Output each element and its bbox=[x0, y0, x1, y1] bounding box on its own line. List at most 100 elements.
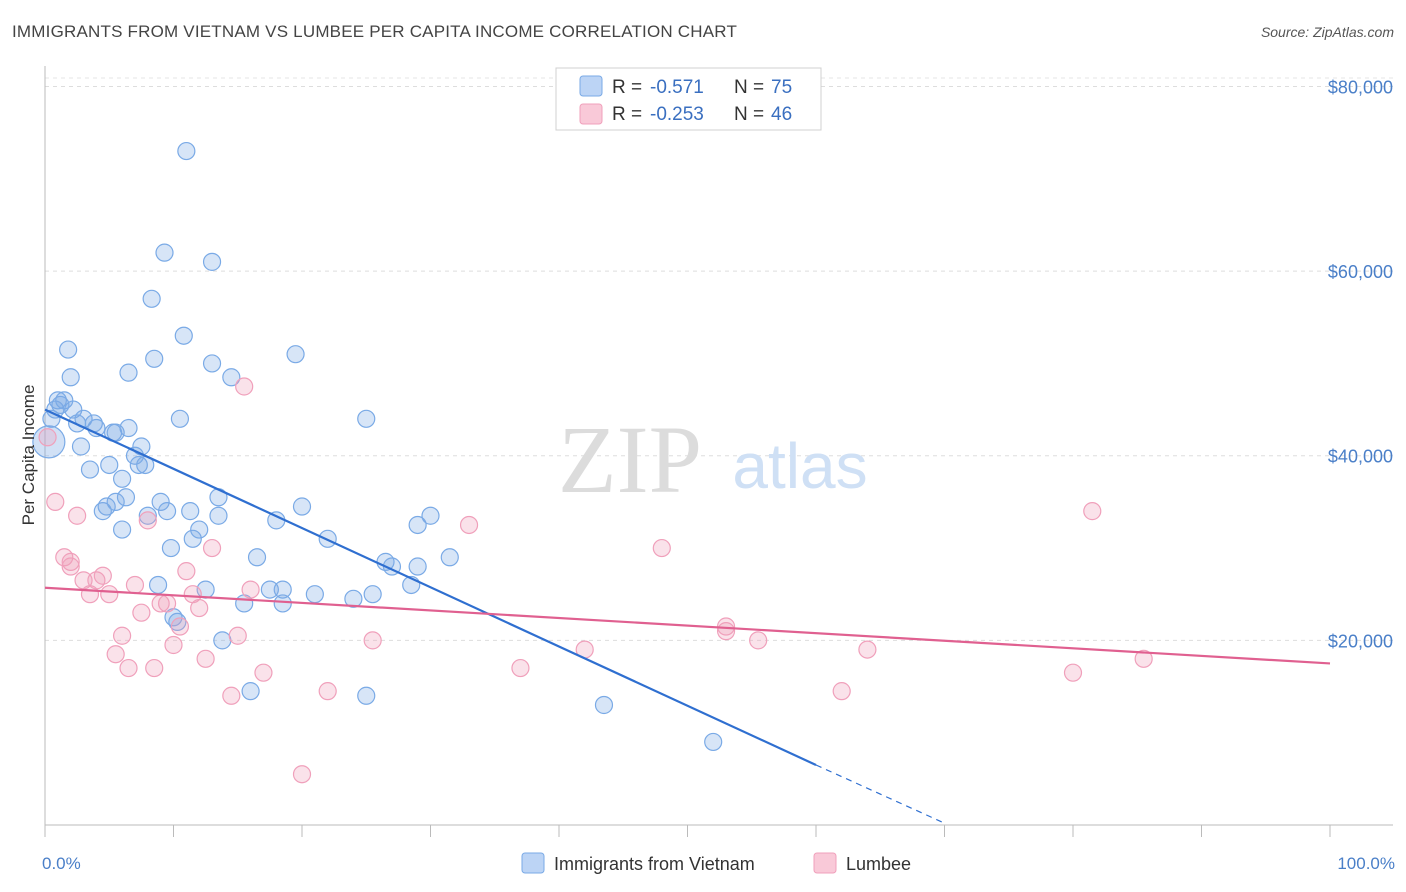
chart-title: IMMIGRANTS FROM VIETNAM VS LUMBEE PER CA… bbox=[12, 22, 738, 41]
legend-bottom-swatch-vietnam bbox=[521, 852, 545, 874]
point-lumbee-19 bbox=[157, 594, 177, 613]
point-vietnam-61 bbox=[292, 497, 312, 516]
point-lumbee-4 bbox=[61, 557, 80, 576]
point-lumbee-5 bbox=[68, 506, 87, 525]
y-tick-label-60000: $60,000 bbox=[1328, 262, 1393, 282]
series-legend: Immigrants from Vietnam Lumbee bbox=[521, 852, 911, 874]
y-tick-label-40000: $40,000 bbox=[1328, 447, 1393, 467]
point-vietnam-62 bbox=[305, 585, 324, 604]
point-vietnam-74 bbox=[440, 548, 459, 567]
point-vietnam-65 bbox=[357, 409, 376, 428]
point-lumbee-43 bbox=[858, 640, 877, 659]
point-vietnam-17 bbox=[100, 455, 119, 475]
legend-r-label-2: R = bbox=[612, 104, 642, 125]
grid-lines bbox=[45, 77, 1393, 641]
point-vietnam-45 bbox=[190, 520, 209, 539]
point-lumbee-1 bbox=[46, 492, 65, 511]
point-vietnam-35 bbox=[155, 243, 174, 262]
point-lumbee-16 bbox=[138, 511, 157, 530]
point-vietnam-71 bbox=[408, 557, 427, 576]
point-lumbee-22 bbox=[177, 562, 196, 581]
point-lumbee-29 bbox=[235, 377, 254, 396]
point-lumbee-27 bbox=[222, 686, 241, 705]
stats-legend: R = -0.571 N = 75 R = -0.253 N = 46 bbox=[555, 67, 822, 131]
point-lumbee-35 bbox=[459, 515, 479, 535]
point-vietnam-21 bbox=[112, 520, 132, 539]
legend-bottom-label-lumbee: Lumbee bbox=[846, 854, 911, 874]
point-vietnam-41 bbox=[174, 326, 193, 345]
point-vietnam-51 bbox=[213, 631, 232, 650]
point-lumbee-10 bbox=[100, 585, 119, 604]
point-vietnam-12 bbox=[80, 460, 100, 479]
point-vietnam-36 bbox=[157, 502, 177, 521]
point-vietnam-31 bbox=[142, 289, 161, 308]
point-vietnam-75 bbox=[594, 695, 614, 715]
source-label: Source: ZipAtlas.com bbox=[1260, 24, 1394, 40]
y-axis-label: Per Capita Income bbox=[19, 385, 38, 526]
point-lumbee-30 bbox=[241, 580, 260, 599]
point-vietnam-23 bbox=[116, 488, 136, 507]
legend-swatch-vietnam bbox=[579, 75, 603, 97]
point-lumbee-42 bbox=[832, 682, 851, 701]
point-lumbee-38 bbox=[652, 538, 671, 558]
point-lumbee-32 bbox=[292, 765, 312, 784]
point-vietnam-16 bbox=[97, 497, 116, 516]
legend-bottom-swatch-lumbee bbox=[813, 852, 837, 874]
y-tick-label-20000: $20,000 bbox=[1328, 631, 1393, 651]
point-lumbee-36 bbox=[511, 658, 530, 678]
legend-n-value-2: 46 bbox=[771, 104, 792, 125]
point-vietnam-66 bbox=[357, 686, 376, 705]
point-lumbee-0 bbox=[38, 428, 57, 447]
point-vietnam-27 bbox=[129, 455, 148, 475]
point-lumbee-3 bbox=[61, 552, 80, 571]
point-vietnam-55 bbox=[247, 548, 267, 567]
x-tick-labels: 0.0% 100.0% bbox=[42, 854, 1395, 873]
watermark-atlas: atlas bbox=[732, 430, 867, 502]
point-vietnam-8 bbox=[64, 400, 83, 419]
point-vietnam-34 bbox=[151, 492, 170, 511]
point-vietnam-30 bbox=[138, 506, 157, 525]
point-lumbee-24 bbox=[190, 598, 209, 618]
trend-lines bbox=[44, 408, 1331, 824]
point-vietnam-7 bbox=[61, 368, 80, 387]
point-vietnam-37 bbox=[161, 538, 181, 558]
legend-swatch-lumbee bbox=[579, 103, 603, 125]
point-vietnam-40 bbox=[170, 409, 190, 428]
point-vietnam-73 bbox=[421, 506, 440, 525]
x-tick-label-max: 100.0% bbox=[1337, 854, 1395, 873]
point-vietnam-60 bbox=[286, 345, 305, 364]
point-vietnam-10 bbox=[71, 437, 91, 456]
point-vietnam-43 bbox=[181, 502, 200, 521]
legend-n-label-2: N = bbox=[734, 104, 764, 125]
watermark: ZIP atlas bbox=[558, 406, 868, 513]
point-lumbee-28 bbox=[228, 626, 247, 645]
series-lumbee-points bbox=[38, 377, 1153, 784]
point-vietnam-52 bbox=[222, 368, 241, 387]
point-lumbee-13 bbox=[119, 658, 138, 678]
point-vietnam-67 bbox=[363, 585, 382, 604]
point-vietnam-56 bbox=[260, 580, 279, 599]
point-lumbee-44 bbox=[1063, 663, 1083, 682]
point-lumbee-11 bbox=[106, 645, 125, 664]
point-lumbee-15 bbox=[132, 603, 151, 622]
point-lumbee-41 bbox=[749, 631, 768, 650]
point-vietnam-42 bbox=[177, 141, 196, 161]
point-vietnam-44 bbox=[183, 529, 202, 548]
legend-n-label-1: N = bbox=[734, 77, 764, 98]
point-vietnam-20 bbox=[106, 492, 125, 511]
point-vietnam-6 bbox=[59, 340, 78, 359]
point-vietnam-25 bbox=[119, 363, 138, 382]
point-lumbee-9 bbox=[93, 566, 112, 585]
trend-line-vietnam bbox=[44, 408, 817, 766]
legend-n-value-1: 75 bbox=[771, 77, 792, 98]
point-vietnam-76 bbox=[704, 732, 723, 752]
legend-r-value-2: -0.253 bbox=[650, 104, 704, 125]
point-vietnam-54 bbox=[241, 682, 260, 701]
point-lumbee-46 bbox=[1134, 649, 1153, 668]
point-lumbee-31 bbox=[254, 663, 273, 682]
point-vietnam-47 bbox=[202, 354, 222, 373]
legend-r-value-1: -0.571 bbox=[650, 77, 704, 98]
point-vietnam-49 bbox=[209, 506, 228, 525]
legend-bottom-label-vietnam: Immigrants from Vietnam bbox=[554, 854, 755, 874]
